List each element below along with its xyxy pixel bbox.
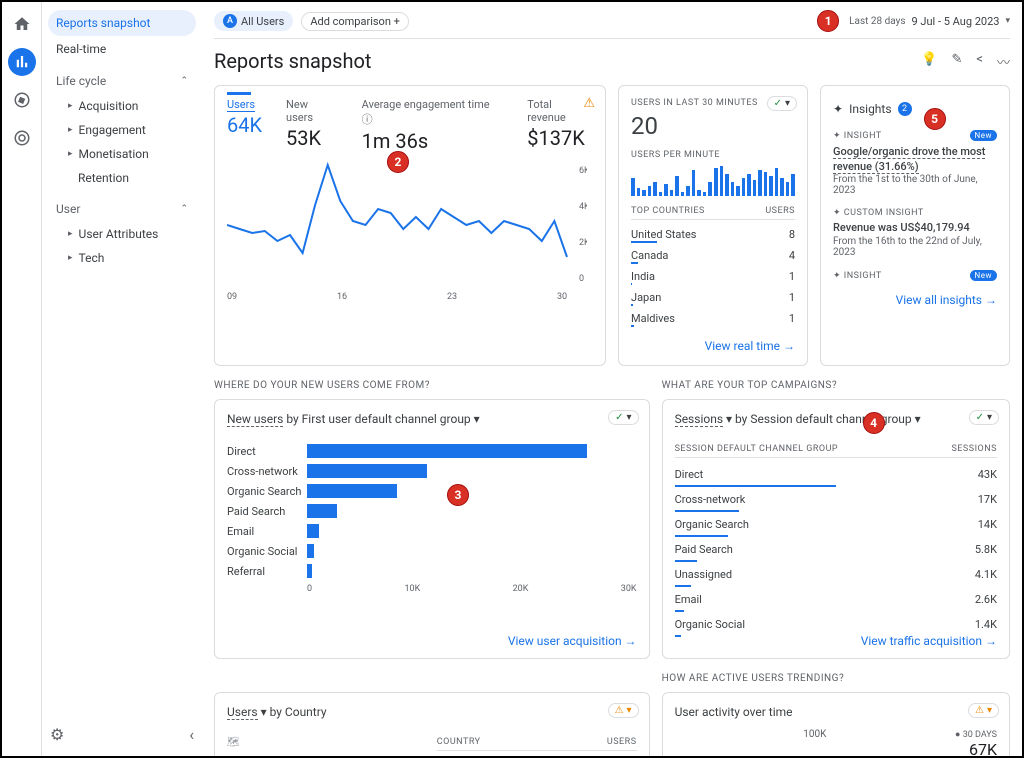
new-users-dimension[interactable]: New users by First user default channel … bbox=[227, 412, 480, 430]
sidebar: Reports snapshot Real-time Life cycle⌃ ▸… bbox=[42, 2, 202, 756]
insights-bulb-icon[interactable]: 💡 bbox=[921, 52, 937, 71]
campaign-row[interactable]: Unassigned4.1K bbox=[675, 562, 997, 587]
overview-line-chart: 6K 4K 2K 0 09 16 23 30 bbox=[227, 161, 587, 301]
nav-tech[interactable]: ▸Tech bbox=[48, 246, 196, 270]
annotation-marker-2: 2 bbox=[387, 151, 409, 173]
explore-icon[interactable] bbox=[8, 86, 36, 114]
card-status-pill[interactable]: ⚠▾ bbox=[608, 703, 639, 718]
view-acquisition-link[interactable]: View user acquisition bbox=[508, 634, 637, 648]
settings-icon[interactable]: ⚙ bbox=[50, 725, 64, 744]
campaign-row[interactable]: Cross-network17K bbox=[675, 487, 997, 512]
date-range-picker[interactable]: 1 Last 28 days 9 Jul - 5 Aug 2023 ▾ bbox=[817, 10, 1010, 32]
reports-icon[interactable] bbox=[8, 48, 36, 76]
segment-all-users[interactable]: AAll Users bbox=[214, 11, 293, 31]
svg-text:6K: 6K bbox=[579, 166, 587, 176]
channel-bar-row[interactable]: Direct bbox=[227, 444, 637, 458]
metric-value: 64K bbox=[227, 113, 262, 137]
svg-text:2K: 2K bbox=[579, 238, 587, 248]
campaigns-card: ✓▾ Sessions ▾ by Session default channel… bbox=[662, 399, 1010, 659]
annotation-marker-1: 1 bbox=[817, 10, 839, 32]
topbar: AAll Users Add comparison + 1 Last 28 da… bbox=[214, 10, 1010, 39]
metric-value: 53K bbox=[286, 126, 338, 150]
warning-icon[interactable]: ⚠ bbox=[583, 96, 595, 111]
nav-engagement[interactable]: ▸Engagement bbox=[48, 118, 196, 142]
customize-icon[interactable]: ✎ bbox=[951, 52, 962, 71]
share-icon[interactable]: < bbox=[976, 52, 983, 71]
insights-card: ✦Insights2 5 ✦ INSIGHTNewGoogle/organic … bbox=[820, 85, 1010, 366]
nav-monetisation[interactable]: ▸Monetisation bbox=[48, 142, 196, 166]
annotation-marker-5: 5 bbox=[924, 108, 946, 130]
nav-rail bbox=[2, 2, 42, 756]
section-trending: HOW ARE ACTIVE USERS TRENDING? bbox=[662, 673, 1010, 684]
trending-title: User activity over time bbox=[675, 705, 997, 719]
add-comparison-button[interactable]: Add comparison + bbox=[301, 12, 409, 31]
nav-retention[interactable]: Retention bbox=[48, 166, 196, 190]
metric-label[interactable]: New users bbox=[286, 98, 338, 124]
page-title: Reports snapshot bbox=[214, 49, 371, 73]
campaigns-dimension[interactable]: Sessions ▾ by Session default channel gr… bbox=[675, 412, 921, 430]
svg-text:23: 23 bbox=[447, 292, 457, 301]
per-minute-label: USERS PER MINUTE bbox=[631, 150, 795, 160]
country-dimension[interactable]: Users ▾ by Country bbox=[227, 705, 327, 723]
overview-card: ⚠ Users 64K New users53K Average engagement… bbox=[214, 85, 606, 366]
insight-item[interactable]: ✦ CUSTOM INSIGHTRevenue was US$40,179.94… bbox=[833, 208, 997, 258]
svg-text:0: 0 bbox=[579, 274, 584, 284]
toolbar: 💡 ✎ < 〰 bbox=[921, 52, 1010, 71]
country-row[interactable]: Japan1 bbox=[631, 287, 795, 308]
users-by-country-card: ⚠▾ Users ▾ by Country 🗺 COUNTRYUSERS Uni… bbox=[214, 692, 650, 756]
annotation-marker-4: 4 bbox=[863, 412, 885, 434]
collapse-sidebar-icon[interactable]: ‹ bbox=[189, 725, 194, 744]
nav-reports-snapshot[interactable]: Reports snapshot bbox=[48, 10, 196, 36]
insight-item[interactable]: ✦ INSIGHTNewGoogle/organic drove the mos… bbox=[833, 130, 997, 196]
metric-value: 1m 36s bbox=[362, 129, 504, 153]
new-users-card: ✓▾ New users by First user default chann… bbox=[214, 399, 650, 659]
country-row[interactable]: Maldives1 bbox=[631, 308, 795, 329]
nav-section-lifecycle[interactable]: Life cycle⌃ bbox=[48, 68, 196, 94]
main-content: AAll Users Add comparison + 1 Last 28 da… bbox=[202, 2, 1022, 756]
channel-bar-row[interactable]: Referral bbox=[227, 564, 637, 578]
channel-bar-row[interactable]: Organic Social bbox=[227, 544, 637, 558]
nav-section-user[interactable]: User⌃ bbox=[48, 196, 196, 222]
channel-bar-row[interactable]: Email bbox=[227, 524, 637, 538]
compare-icon[interactable]: 〰 bbox=[997, 52, 1010, 71]
view-realtime-link[interactable]: View real time bbox=[631, 339, 795, 353]
view-traffic-link[interactable]: View traffic acquisition bbox=[861, 634, 997, 648]
users-per-minute-chart bbox=[631, 164, 795, 196]
svg-text:16: 16 bbox=[337, 292, 347, 301]
nav-acquisition[interactable]: ▸Acquisition bbox=[48, 94, 196, 118]
view-insights-link[interactable]: View all insights bbox=[833, 293, 997, 307]
advertising-icon[interactable] bbox=[8, 124, 36, 152]
country-row[interactable]: Canada4 bbox=[631, 245, 795, 266]
channel-bar-row[interactable]: Paid Search bbox=[227, 504, 637, 518]
insight-item[interactable]: ✦ INSIGHTNew bbox=[833, 270, 997, 281]
metric-label[interactable]: Users bbox=[227, 98, 262, 111]
channel-bar-row[interactable]: Cross-network bbox=[227, 464, 637, 478]
svg-text:30: 30 bbox=[557, 292, 567, 301]
section-new-users: WHERE DO YOUR NEW USERS COME FROM? bbox=[214, 380, 650, 391]
country-row[interactable]: United States8 bbox=[631, 224, 795, 245]
realtime-value: 20 bbox=[631, 112, 795, 140]
card-status-pill[interactable]: ✓▾ bbox=[767, 96, 797, 111]
channel-bar-row[interactable]: Organic Search bbox=[227, 484, 637, 498]
nav-realtime[interactable]: Real-time bbox=[48, 36, 196, 62]
card-status-pill[interactable]: ⚠▾ bbox=[968, 703, 999, 718]
home-icon[interactable] bbox=[8, 10, 36, 38]
card-status-pill[interactable]: ✓▾ bbox=[608, 410, 638, 425]
campaign-row[interactable]: Email2.6K bbox=[675, 587, 997, 612]
metric-label[interactable]: Average engagement time ⓘ bbox=[362, 98, 504, 127]
svg-text:4K: 4K bbox=[579, 202, 587, 212]
country-row[interactable]: India1 bbox=[631, 266, 795, 287]
annotation-marker-3: 3 bbox=[447, 484, 469, 506]
campaign-row[interactable]: Direct43K bbox=[675, 462, 997, 487]
campaign-row[interactable]: Paid Search5.8K bbox=[675, 537, 997, 562]
section-campaigns: WHAT ARE YOUR TOP CAMPAIGNS? bbox=[662, 380, 1010, 391]
metric-value: $137K bbox=[527, 126, 593, 150]
campaign-row[interactable]: Organic Search14K bbox=[675, 512, 997, 537]
card-status-pill[interactable]: ✓▾ bbox=[969, 410, 999, 425]
trending-card: ⚠▾ User activity over time 100K ● 30 DAY… bbox=[662, 692, 1010, 756]
svg-text:09: 09 bbox=[227, 292, 237, 301]
nav-user-attributes[interactable]: ▸User Attributes bbox=[48, 222, 196, 246]
realtime-card: ✓▾ USERS IN LAST 30 MINUTES 20 USERS PER… bbox=[618, 85, 808, 366]
